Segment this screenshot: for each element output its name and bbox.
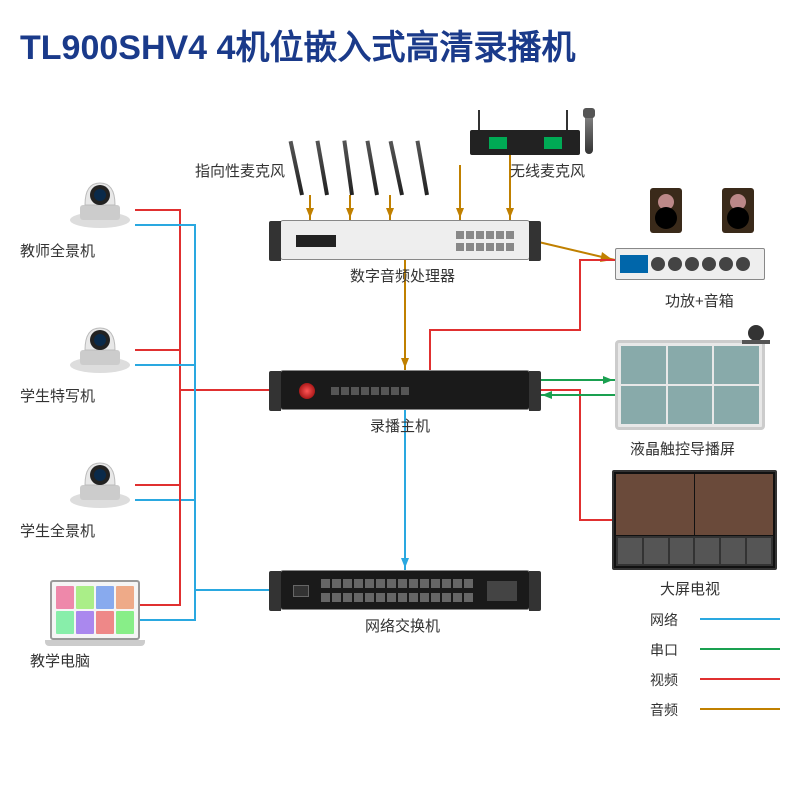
label-wireless-mic: 无线麦克风 <box>510 160 585 181</box>
legend-line-视频 <box>700 678 780 680</box>
label-camera-student-panorama: 学生全景机 <box>20 520 95 541</box>
camera-teacher-panorama <box>65 175 135 235</box>
legend-line-网络 <box>700 618 780 620</box>
label-recording-host: 录播主机 <box>370 415 430 436</box>
audio-processor <box>280 220 530 260</box>
label-touch-director: 液晶触控导播屏 <box>630 438 735 459</box>
label-laptop: 教学电脑 <box>30 650 90 671</box>
label-directional-mics: 指向性麦克风 <box>195 160 285 181</box>
touch-director-screen <box>615 340 765 430</box>
label-audio-processor: 数字音频处理器 <box>350 265 455 286</box>
legend-label: 音频 <box>650 700 678 720</box>
legend-label: 网络 <box>650 610 678 630</box>
directional-mics <box>300 140 460 200</box>
label-large-tv: 大屏电视 <box>660 578 720 599</box>
legend-line-串口 <box>700 648 780 650</box>
speakers <box>650 188 754 233</box>
page-title: TL900SHV4 4机位嵌入式高清录播机 <box>20 20 575 69</box>
legend-label: 视频 <box>650 670 678 690</box>
large-tv <box>612 470 777 570</box>
network-switch <box>280 570 530 610</box>
label-camera-teacher: 教师全景机 <box>20 240 95 261</box>
label-amplifier: 功放+音箱 <box>665 290 734 311</box>
amplifier <box>615 248 765 280</box>
label-network-switch: 网络交换机 <box>365 615 440 636</box>
legend-line-音频 <box>700 708 780 710</box>
camera-student-closeup <box>65 320 135 380</box>
camera-student-panorama <box>65 455 135 515</box>
legend-label: 串口 <box>650 640 678 660</box>
label-camera-student-closeup: 学生特写机 <box>20 385 95 406</box>
teaching-laptop <box>50 580 145 646</box>
recording-host <box>280 370 530 410</box>
